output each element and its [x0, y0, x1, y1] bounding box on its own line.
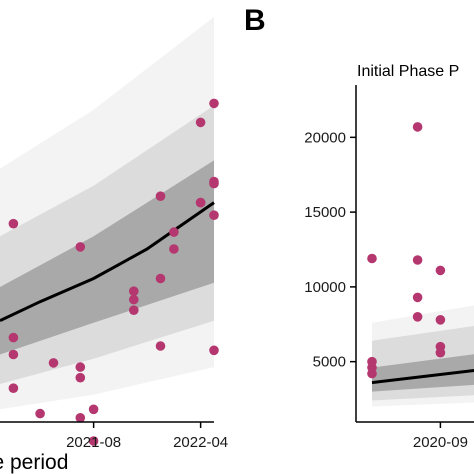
panel-b-x-tick-label: 2020-09 [413, 434, 468, 451]
panel-a-point [209, 176, 219, 187]
panel-a: 2021-08 2022-04 me period [0, 16, 228, 474]
panel-b-median-line [371, 369, 474, 385]
panel-a-point [8, 332, 19, 343]
panel-a-point [75, 413, 86, 423]
panel-a-point [195, 117, 206, 128]
panel-a-point [8, 218, 19, 229]
panel-a-x-tick-label: 2021-08 [66, 434, 121, 451]
panel-a-point [88, 436, 99, 446]
panel-a-point [169, 227, 179, 237]
panel-b-point [412, 255, 423, 265]
panel-b-y-tick-label: 15000 [304, 204, 346, 221]
panel-a-ribbon-inner [0, 160, 214, 355]
panel-b-y-tick-label: 10000 [304, 279, 346, 296]
panel-a-x-ticks: 2021-08 2022-04 [66, 422, 228, 451]
panel-b-point [367, 368, 377, 379]
panel-b: B Initial Phase P 5000 10000 15000 20000 20… [244, 4, 474, 451]
panel-a-x-tick-label: 2022-04 [173, 434, 228, 451]
panel-b-point [435, 347, 446, 358]
panel-a-point [75, 362, 86, 372]
panel-a-x-axis-title: me period [0, 451, 68, 474]
panel-a-point [209, 210, 219, 220]
panel-a-point [195, 197, 206, 208]
panel-b-letter: B [244, 4, 266, 37]
panel-a-point [129, 305, 139, 316]
panel-a-point [209, 98, 219, 109]
panel-b-y-tick-label: 20000 [304, 129, 346, 146]
panel-a-point [169, 244, 179, 254]
panel-a-point [129, 294, 139, 305]
panel-a-ribbons [0, 16, 214, 410]
panel-b-point [367, 253, 377, 264]
panel-b-ribbons [372, 305, 474, 407]
panel-a-point [155, 191, 166, 201]
panel-b-point [435, 265, 446, 276]
panel-a-point [75, 372, 86, 383]
panel-b-points [367, 122, 446, 379]
panel-a-point [8, 349, 19, 360]
panel-b-point [412, 292, 423, 303]
panel-b-title: Initial Phase P [357, 63, 459, 80]
panel-a-point [75, 242, 86, 252]
panel-a-point [129, 286, 139, 297]
panel-b-y-tick-label: 5000 [313, 354, 346, 371]
panel-a-points [8, 98, 219, 446]
panel-a-point [88, 404, 99, 415]
panel-b-x-ticks: 2020-09 [413, 422, 468, 451]
panel-a-point [155, 273, 166, 284]
panel-a-point [209, 345, 219, 356]
panel-b-y-ticks: 5000 10000 15000 20000 [304, 129, 356, 371]
panel-b-point [412, 312, 423, 322]
panel-a-point [8, 383, 19, 394]
panel-a-point [48, 358, 59, 368]
panel-a-point [155, 341, 166, 351]
panel-b-point [435, 315, 446, 325]
panel-b-point [412, 122, 423, 132]
panel-b-ribbon-inner [372, 354, 474, 392]
panel-a-point [35, 408, 45, 419]
